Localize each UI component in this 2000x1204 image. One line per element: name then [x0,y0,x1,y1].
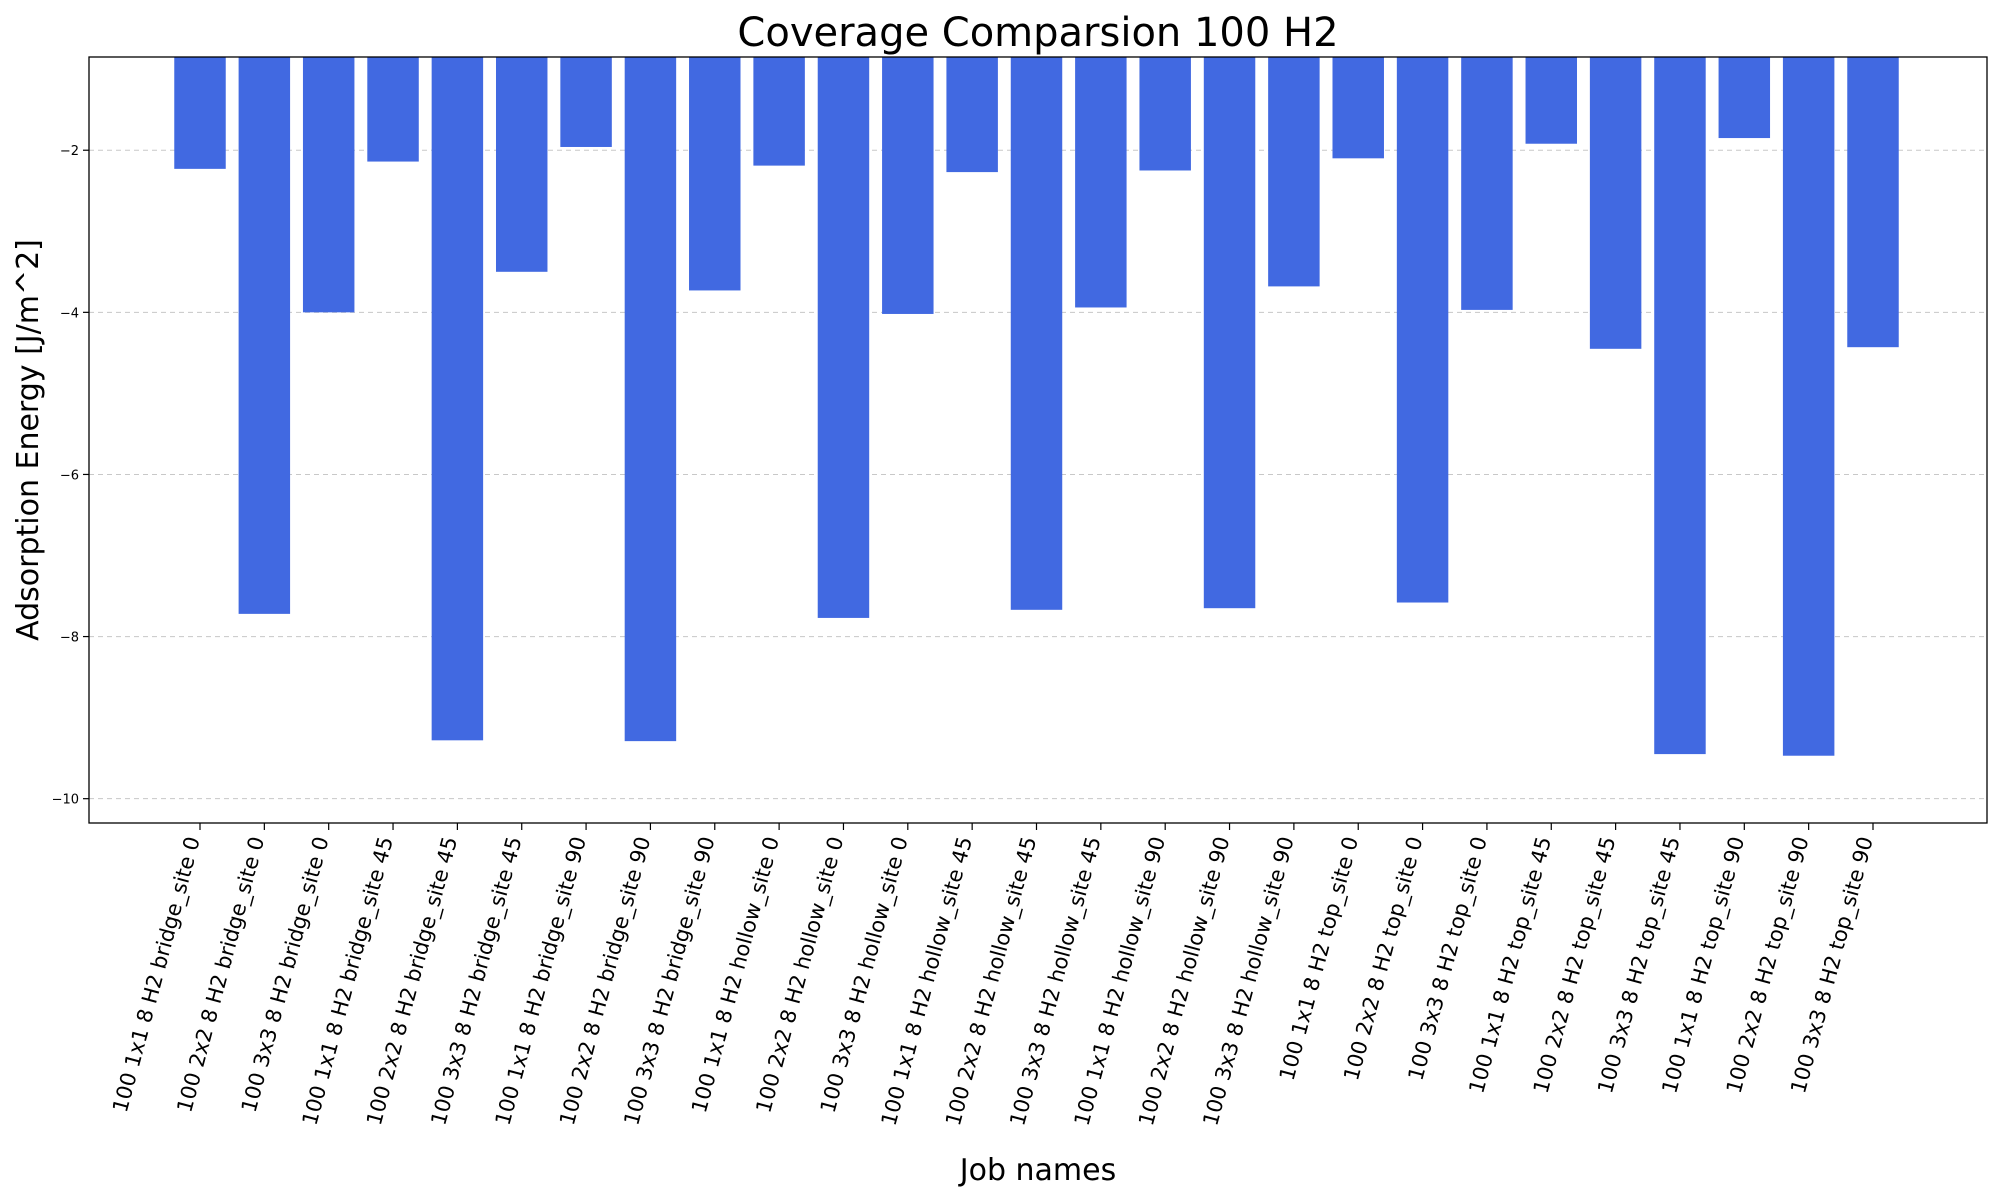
bar [1589,57,1642,349]
y-tick-label: −4 [60,306,79,321]
bar [753,57,805,166]
y-tick-label: −2 [60,144,79,159]
bar [1525,57,1578,144]
bar [238,57,291,614]
bar [1718,57,1771,139]
y-tick-label: −10 [52,793,79,808]
bar [1203,57,1256,609]
bar [367,57,419,162]
bar [1847,57,1899,348]
bar [946,57,998,173]
bar [1782,57,1835,756]
bar [1396,57,1449,603]
bar [1139,57,1191,171]
bar [174,57,226,169]
chart-title: Coverage Comparsion 100 H2 [737,10,1338,56]
bar [1654,57,1706,755]
y-tick-label: −6 [60,468,79,483]
bars-layer [174,57,1899,756]
x-axis-label: Job names [958,1153,1117,1188]
bar [1332,57,1384,159]
y-axis-ticks: −2 −4 −6 −8 −10 [52,144,89,808]
bar [689,57,741,291]
bar [624,57,677,742]
bar [1461,57,1513,310]
bar [882,57,934,314]
bar [560,57,612,147]
bar [1010,57,1063,610]
bar [817,57,870,618]
plot-frame [88,56,1988,824]
bar [302,57,355,313]
bar [431,57,484,741]
bar [1268,57,1320,287]
y-axis-label: Adsorption Energy [J/m^2] [11,239,46,641]
y-tick-label: −8 [60,631,79,646]
bar [495,57,548,272]
bar [1075,57,1127,308]
